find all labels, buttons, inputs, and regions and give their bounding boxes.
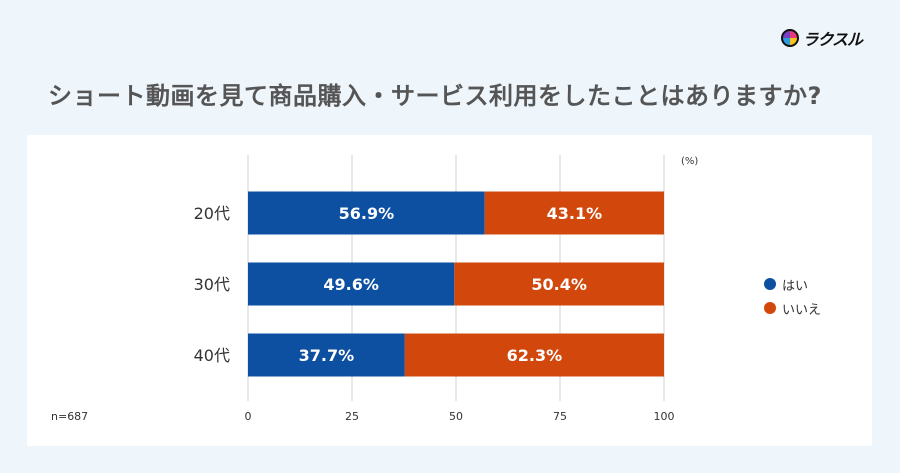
bar-segment-yes	[248, 262, 455, 306]
legend-swatch-yes	[764, 278, 776, 290]
chart-title: ショート動画を見て商品購入・サービス利用をしたことはありますか?	[48, 82, 822, 110]
x-tick-label-25: 25	[345, 410, 359, 423]
unit-label: (%)	[681, 156, 699, 167]
bar-segment-yes	[248, 333, 405, 377]
legend-item-yes: はい	[764, 272, 821, 296]
legend-swatch-no	[764, 302, 776, 314]
brand-logo-icon	[781, 29, 800, 47]
bar-segment-no	[484, 191, 664, 235]
brand-logo: ラクスル	[781, 26, 863, 50]
legend: はい いいえ	[764, 272, 821, 320]
category-label: 40代	[194, 346, 230, 365]
chart-panel: 0 25 50 75 100 20代 56.9% 43.1% 30代 49.6% 50.4% 40代 3…	[27, 135, 872, 446]
data-label: 56.9%	[339, 204, 395, 223]
category-label: 20代	[194, 204, 230, 223]
legend-item-no: いいえ	[764, 296, 821, 320]
data-label: 43.1%	[547, 204, 603, 223]
x-tick-label-100: 100	[654, 410, 675, 423]
x-tick-label-50: 50	[449, 410, 463, 423]
stacked-bar-chart: 0 25 50 75 100 20代 56.9% 43.1% 30代 49.6% 50.4% 40代 3…	[194, 155, 675, 423]
bar-segment-no	[454, 262, 664, 306]
data-label: 62.3%	[507, 346, 563, 365]
category-label: 30代	[194, 275, 230, 294]
legend-label-no: いいえ	[782, 302, 822, 318]
sample-size: n=687	[51, 410, 89, 423]
bar-segment-no	[404, 333, 664, 377]
legend-label-yes: はい	[782, 278, 809, 294]
data-label: 49.6%	[323, 275, 379, 294]
data-label: 50.4%	[531, 275, 587, 294]
data-label: 37.7%	[299, 346, 355, 365]
x-tick-label-75: 75	[553, 410, 567, 423]
brand-logo-text: ラクスル	[802, 30, 863, 49]
bar-segment-yes	[248, 191, 485, 235]
x-tick-label-0: 0	[245, 410, 252, 423]
